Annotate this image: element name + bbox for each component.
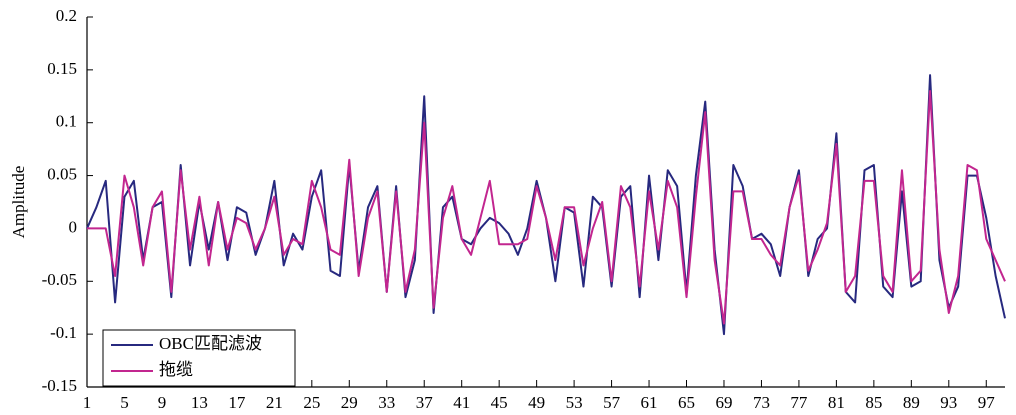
x-tick-label: 85	[865, 393, 882, 412]
x-tick-label: 37	[416, 393, 434, 412]
y-tick-label: -0.15	[42, 376, 77, 395]
x-tick-label: 69	[715, 393, 732, 412]
x-tick-label: 89	[903, 393, 920, 412]
x-tick-label: 45	[491, 393, 508, 412]
x-tick-label: 21	[266, 393, 283, 412]
x-tick-label: 81	[828, 393, 845, 412]
x-tick-label: 5	[120, 393, 129, 412]
x-tick-label: 9	[158, 393, 167, 412]
y-axis-label: Amplitude	[9, 166, 28, 239]
x-tick-label: 57	[603, 393, 621, 412]
y-tick-label: 0.05	[47, 164, 77, 183]
y-tick-label: 0.2	[56, 6, 77, 25]
x-tick-label: 13	[191, 393, 208, 412]
x-tick-label: 65	[678, 393, 695, 412]
x-tick-label: 41	[453, 393, 470, 412]
series-line	[87, 90, 1006, 325]
x-tick-label: 17	[228, 393, 246, 412]
legend-label: 拖缆	[159, 360, 193, 379]
x-tick-label: 25	[303, 393, 320, 412]
x-tick-label: 73	[753, 393, 770, 412]
x-tick-label: 49	[528, 393, 545, 412]
legend-box	[102, 329, 296, 387]
y-tick-label: -0.1	[50, 323, 77, 342]
y-tick-label: -0.05	[42, 270, 77, 289]
x-tick-label: 53	[566, 393, 583, 412]
x-tick-label: 1	[83, 393, 92, 412]
x-tick-label: 29	[341, 393, 358, 412]
legend-label: OBC匹配滤波	[159, 334, 262, 353]
x-tick-label: 93	[940, 393, 957, 412]
y-tick-label: 0	[69, 217, 78, 236]
y-tick-label: 0.1	[56, 112, 77, 131]
x-tick-label: 77	[790, 393, 808, 412]
x-tick-label: 61	[641, 393, 658, 412]
y-tick-label: 0.15	[47, 59, 77, 78]
x-tick-label: 97	[978, 393, 996, 412]
series-line	[86, 74, 1006, 336]
x-tick-label: 33	[378, 393, 395, 412]
